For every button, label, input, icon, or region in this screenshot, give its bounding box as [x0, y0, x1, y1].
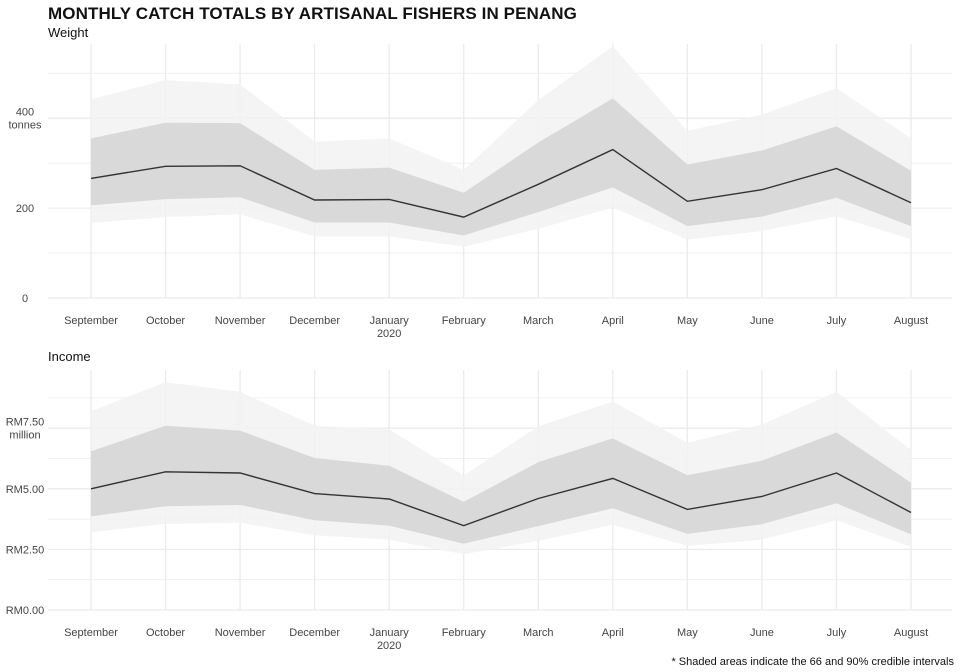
- x-tick-label: January: [370, 315, 410, 327]
- x-tick-label: August: [894, 315, 928, 327]
- x-tick-label: November: [215, 315, 266, 327]
- y-tick-label: 0: [22, 293, 28, 305]
- x-tick-label: February: [442, 315, 487, 327]
- x-tick-sublabel: 2020: [377, 640, 401, 652]
- x-tick-label: March: [523, 315, 554, 327]
- x-tick-label: June: [750, 315, 774, 327]
- x-tick-label: November: [215, 627, 266, 639]
- interval-66-band: [91, 425, 911, 544]
- x-tick-label: September: [64, 627, 118, 639]
- y-tick-label: 200: [16, 203, 34, 215]
- x-tick-label: December: [289, 315, 340, 327]
- x-tick-label: July: [827, 627, 847, 639]
- interval-66-band: [91, 98, 911, 236]
- y-tick-label: RM0.00: [6, 605, 45, 617]
- panel-income: RM0.00 RM2.50 RM5.00 RM7.50 million September…: [6, 370, 952, 652]
- x-tick-label: October: [146, 627, 185, 639]
- x-tick-label: March: [523, 627, 554, 639]
- x-tick-label: July: [827, 315, 847, 327]
- y-tick-label: 400 tonnes: [8, 107, 42, 132]
- x-tick-label: April: [602, 627, 624, 639]
- x-tick-label: February: [442, 627, 487, 639]
- x-tick-label: October: [146, 315, 185, 327]
- x-tick-label: June: [750, 627, 774, 639]
- x-tick-label: December: [289, 627, 340, 639]
- panel-subtitle-weight: Weight: [48, 25, 89, 40]
- series-line: [90, 148, 912, 218]
- x-tick-label: January: [370, 627, 410, 639]
- y-tick-label: RM7.50 million: [6, 417, 45, 442]
- panel-weight: 0 200 400 tonnes September October November Dec…: [8, 44, 952, 340]
- panel-subtitle-income: Income: [48, 349, 91, 364]
- x-tick-label: August: [894, 627, 928, 639]
- x-tick-label: May: [677, 627, 698, 639]
- x-tick-label: May: [677, 315, 698, 327]
- series-line: [90, 471, 912, 527]
- y-tick-label: RM5.00: [6, 484, 45, 496]
- x-tick-sublabel: 2020: [377, 328, 401, 340]
- x-tick-label: April: [602, 315, 624, 327]
- y-tick-label: RM2.50: [6, 544, 45, 556]
- chart-caption: * Shaded areas indicate the 66 and 90% c…: [671, 656, 954, 668]
- x-tick-label: September: [64, 315, 118, 327]
- chart-title: MONTHLY CATCH TOTALS BY ARTISANAL FISHER…: [48, 4, 577, 23]
